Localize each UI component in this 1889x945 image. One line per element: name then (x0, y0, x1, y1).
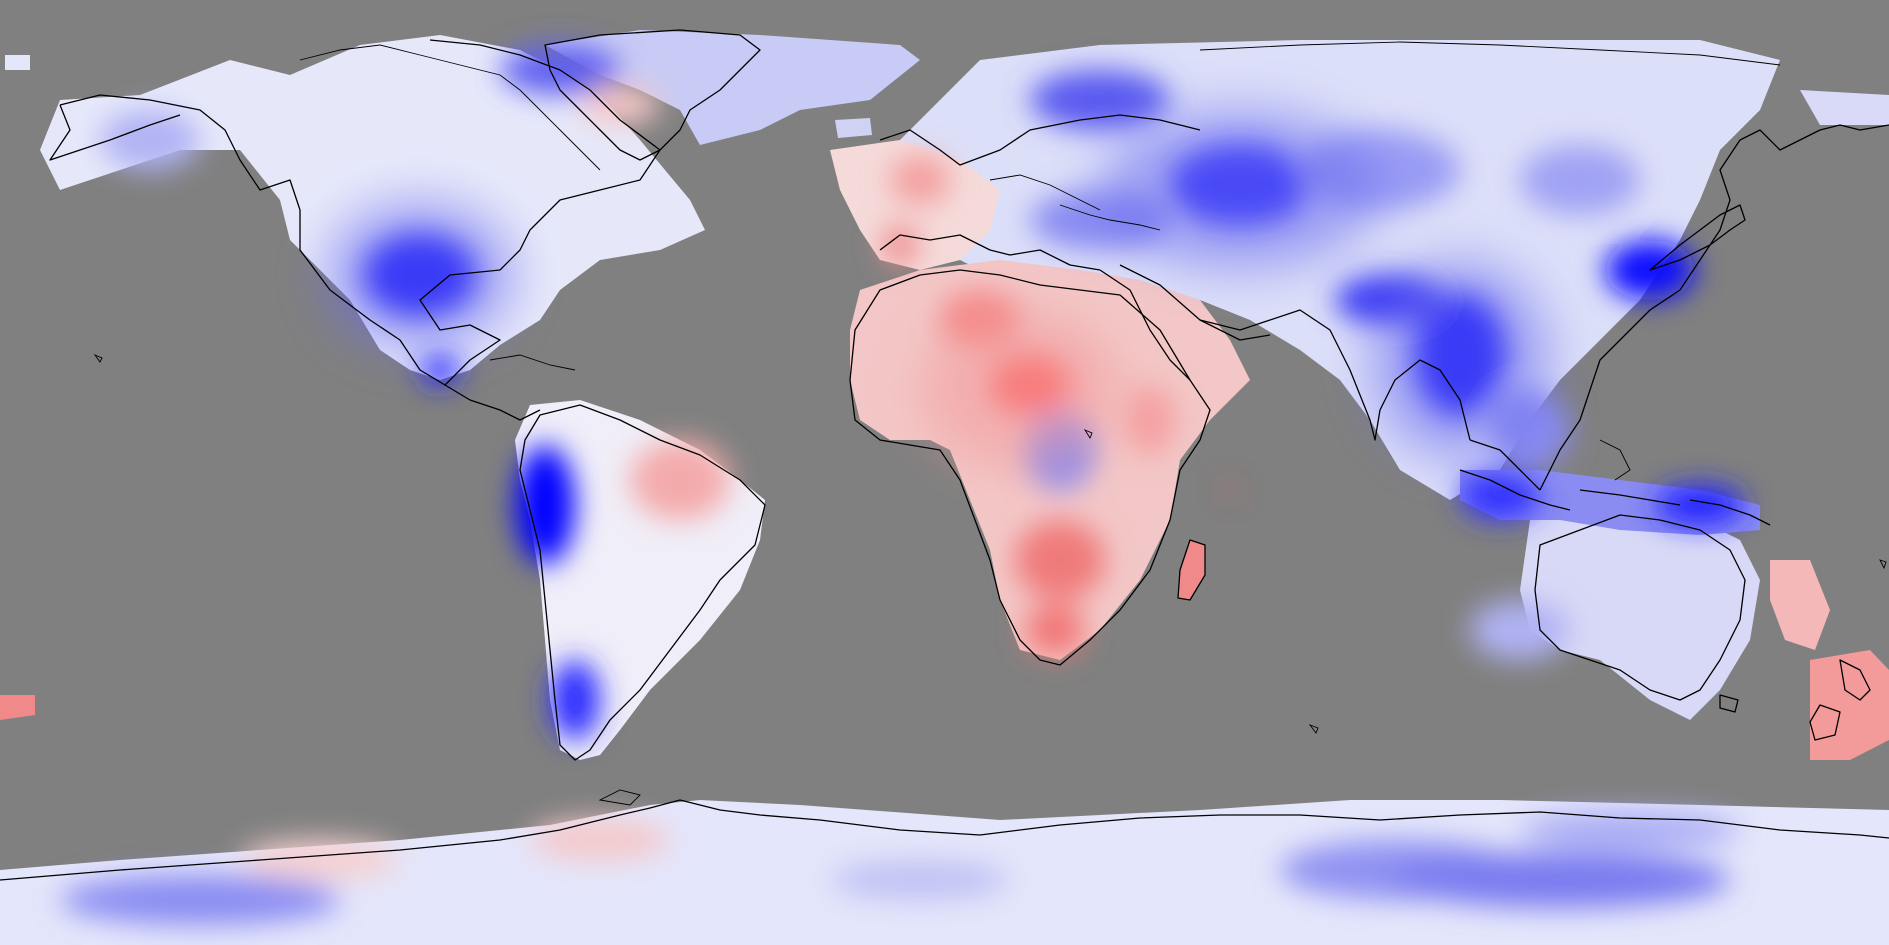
coastlines (0, 29, 1889, 881)
greenland-region (545, 30, 920, 145)
australia-region (1520, 500, 1760, 720)
tasman-region (1770, 560, 1830, 650)
sw-pink-piece (0, 695, 35, 720)
far-east-siberia (1800, 90, 1889, 125)
iceland (835, 118, 872, 138)
north-america-region (40, 35, 705, 380)
west-europe-region (830, 140, 1000, 270)
west-alaska-piece (5, 55, 30, 70)
new-zealand-region (1810, 650, 1889, 760)
anomaly-halo (325, 110, 1550, 470)
